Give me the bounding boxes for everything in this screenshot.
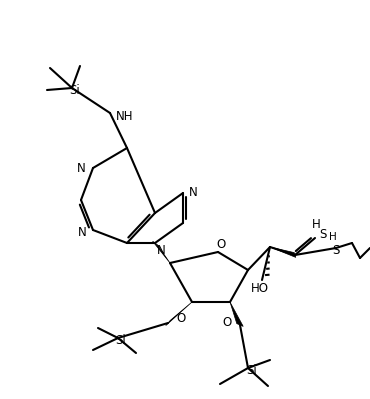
Polygon shape (270, 247, 296, 257)
Text: H: H (329, 232, 337, 242)
Text: NH: NH (116, 109, 134, 122)
Polygon shape (230, 302, 243, 326)
Text: Si: Si (115, 334, 127, 346)
Text: H: H (312, 217, 320, 231)
Text: S: S (319, 229, 326, 241)
Text: Si: Si (247, 363, 258, 377)
Text: O: O (216, 237, 226, 251)
Polygon shape (152, 241, 170, 263)
Text: HO: HO (251, 282, 269, 294)
Polygon shape (166, 302, 192, 326)
Text: N: N (157, 243, 166, 257)
Text: N: N (77, 162, 86, 176)
Text: N: N (189, 186, 198, 198)
Text: Si: Si (70, 85, 80, 97)
Text: S: S (332, 243, 340, 257)
Text: N: N (78, 225, 87, 239)
Text: O: O (223, 316, 232, 328)
Text: O: O (176, 312, 185, 326)
